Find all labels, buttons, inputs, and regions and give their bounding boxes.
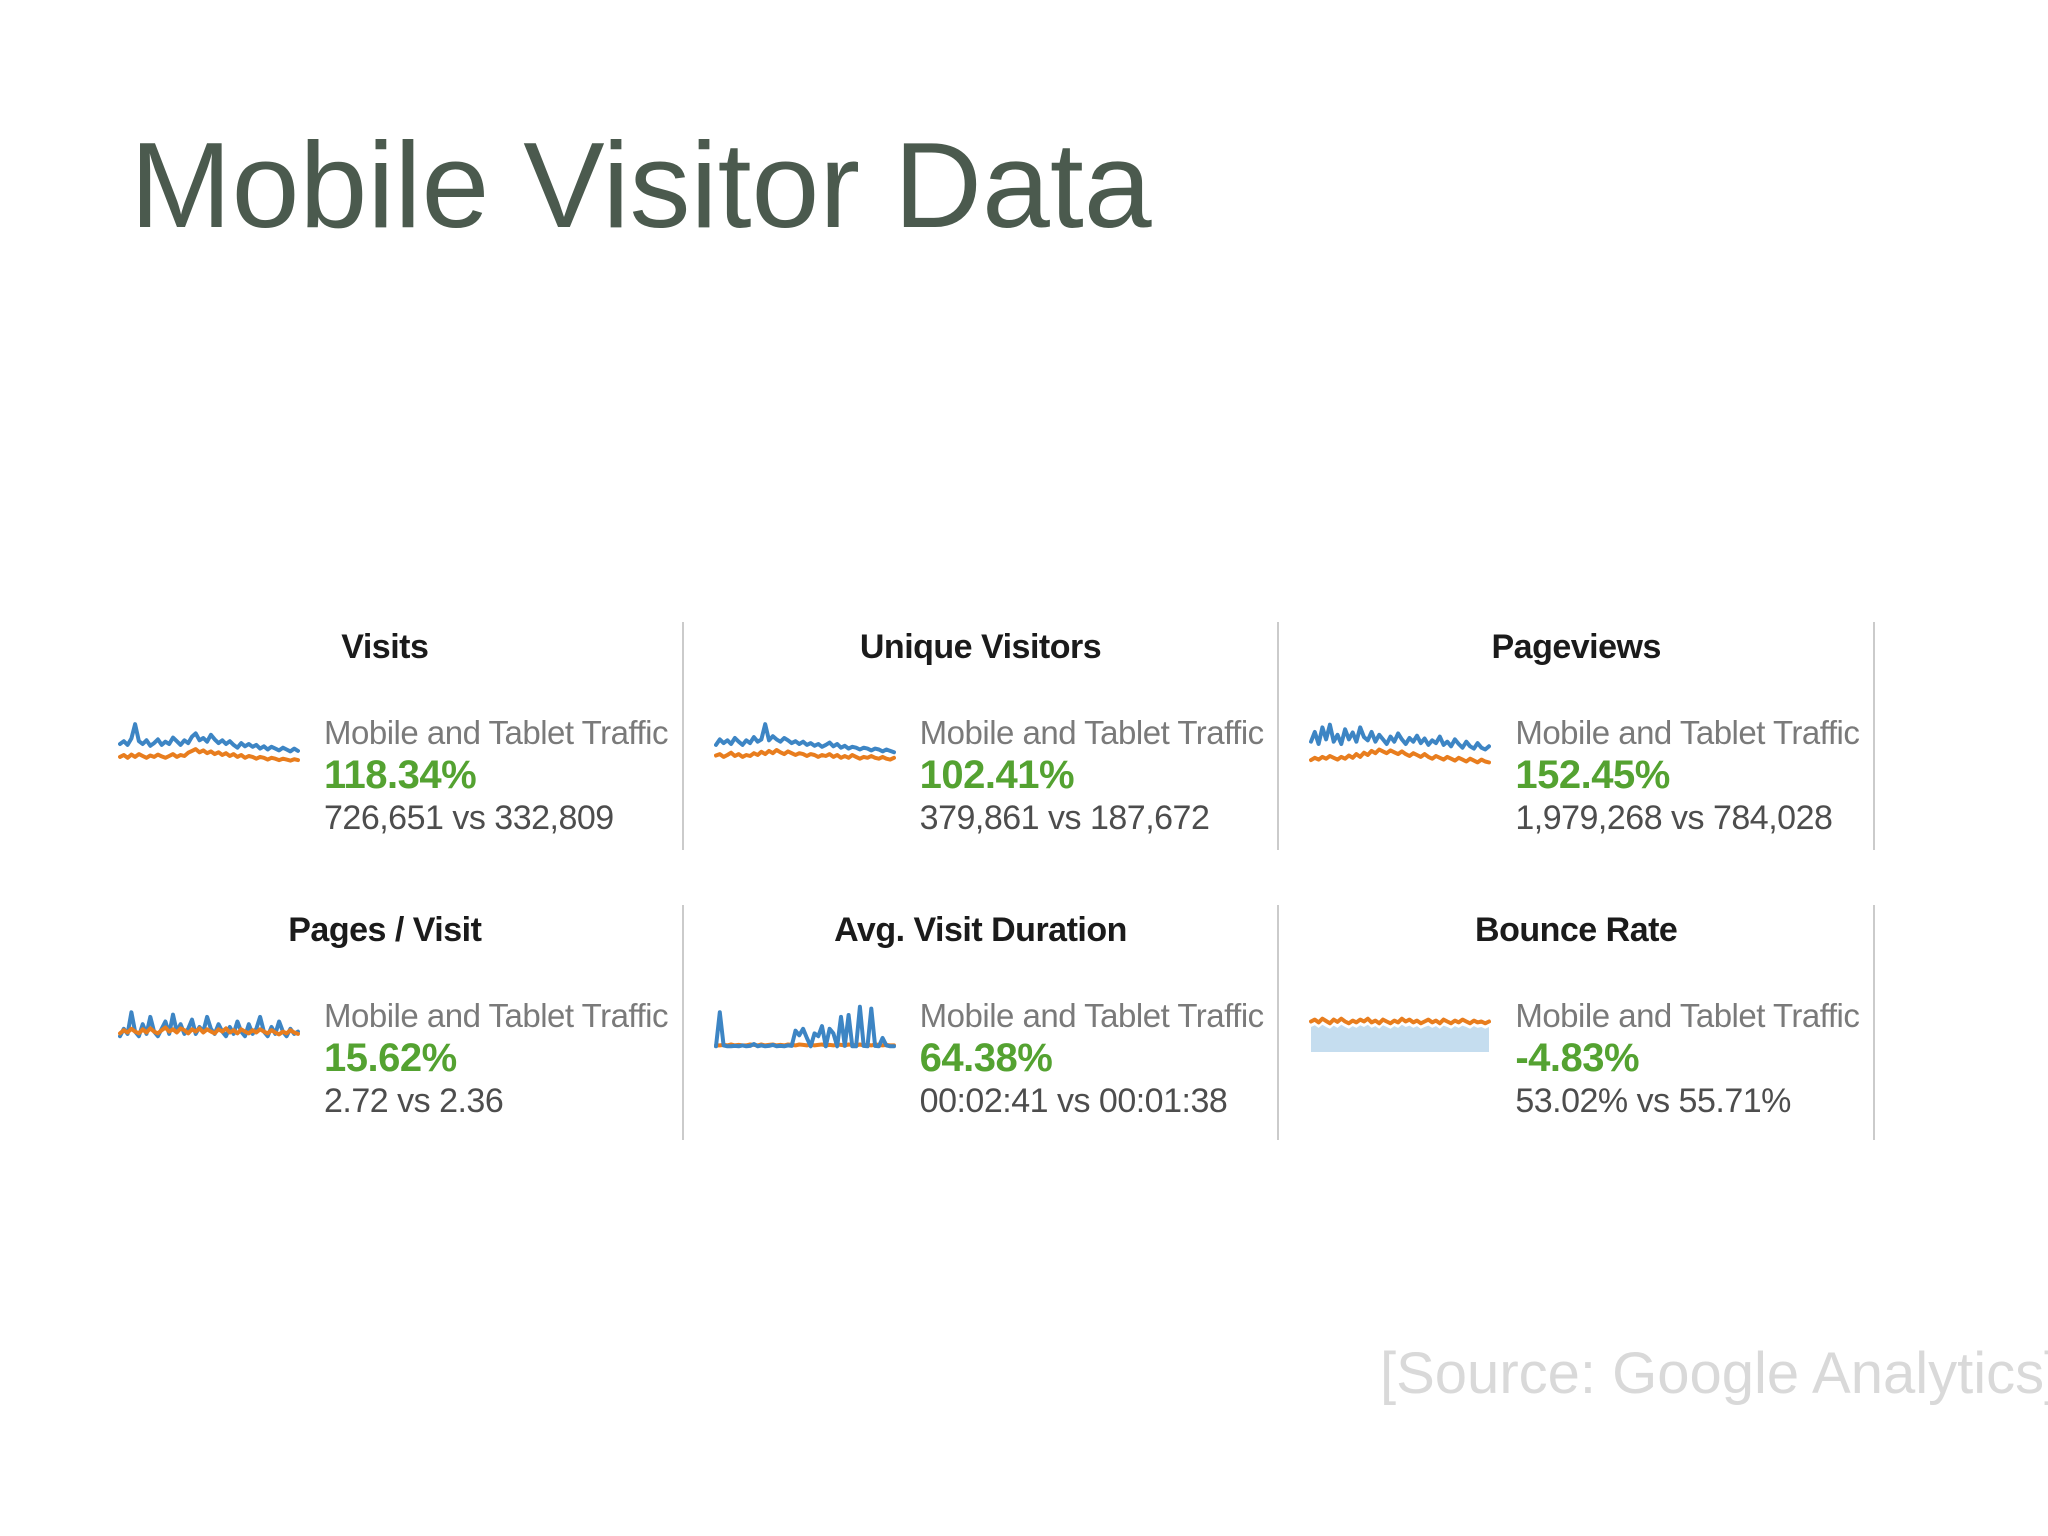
sparkline-visits <box>118 722 300 763</box>
metric-text: Mobile and Tablet Traffic 152.45% 1,979,… <box>1515 713 1860 839</box>
metric-body: Mobile and Tablet Traffic 152.45% 1,979,… <box>1309 713 1873 839</box>
metric-change-percent: -4.83% <box>1515 1036 1640 1080</box>
metric-change-percent: 118.34% <box>324 753 477 797</box>
metric-comparison: 726,651 vs 332,809 <box>324 799 614 837</box>
sparkline-bounce-rate <box>1309 1016 1492 1052</box>
sparkline-pages-per-visit <box>118 1010 300 1039</box>
metric-comparison: 00:02:41 vs 00:01:38 <box>919 1082 1228 1120</box>
metric-card-unique-visitors: Unique Visitors Mobile and Tablet Traffi… <box>684 622 1280 850</box>
metric-card-pages-per-visit: Pages / Visit Mobile and Tablet Traffic … <box>88 905 684 1140</box>
metric-change-percent: 102.41% <box>919 753 1075 797</box>
source-note: [Source: Google Analytics] <box>1380 1341 2048 1406</box>
metric-comparison: 379,861 vs 187,672 <box>919 799 1210 837</box>
metric-card-pageviews: Pageviews Mobile and Tablet Traffic 152.… <box>1279 622 1876 850</box>
metric-comparison: 53.02% vs 55.71% <box>1515 1082 1791 1120</box>
metric-title: Visits <box>341 628 429 666</box>
metric-card-avg-visit-duration: Avg. Visit Duration Mobile and Tablet Tr… <box>684 905 1280 1140</box>
metric-change-percent: 152.45% <box>1515 753 1670 797</box>
metric-text: Mobile and Tablet Traffic 64.38% 00:02:4… <box>919 996 1265 1122</box>
sparkline-avg-visit-duration <box>713 1004 896 1049</box>
page-title: Mobile Visitor Data <box>130 117 1152 253</box>
metric-label: Mobile and Tablet Traffic <box>324 997 669 1034</box>
metric-body: Mobile and Tablet Traffic 64.38% 00:02:4… <box>713 996 1278 1122</box>
metric-change-percent: 15.62% <box>324 1036 457 1080</box>
analytics-dashboard: Visits Mobile and Tablet Traffic 118.34%… <box>88 622 1876 1140</box>
metric-label: Mobile and Tablet Traffic <box>919 714 1265 751</box>
metric-title: Avg. Visit Duration <box>834 911 1127 949</box>
metric-label: Mobile and Tablet Traffic <box>1515 997 1860 1034</box>
metric-text: Mobile and Tablet Traffic -4.83% 53.02% … <box>1515 996 1860 1122</box>
metric-body: Mobile and Tablet Traffic 15.62% 2.72 vs… <box>118 996 682 1122</box>
metric-label: Mobile and Tablet Traffic <box>919 997 1265 1034</box>
sparkline-pageviews <box>1309 722 1492 765</box>
sparkline-unique-visitors <box>713 722 896 762</box>
metric-title: Bounce Rate <box>1475 911 1678 949</box>
metric-comparison: 2.72 vs 2.36 <box>324 1082 504 1120</box>
metric-change-percent: 64.38% <box>919 1036 1053 1080</box>
dashboard-row-2: Pages / Visit Mobile and Tablet Traffic … <box>88 905 1876 1140</box>
metric-title: Pageviews <box>1491 628 1661 666</box>
metric-title: Unique Visitors <box>859 628 1102 666</box>
metric-body: Mobile and Tablet Traffic 102.41% 379,86… <box>713 713 1278 839</box>
metric-text: Mobile and Tablet Traffic 118.34% 726,65… <box>324 713 669 839</box>
metric-label: Mobile and Tablet Traffic <box>324 714 669 751</box>
metric-card-bounce-rate: Bounce Rate Mobile and Tablet Traffic -4… <box>1279 905 1876 1140</box>
metric-body: Mobile and Tablet Traffic -4.83% 53.02% … <box>1309 996 1873 1122</box>
dashboard-row-1: Visits Mobile and Tablet Traffic 118.34%… <box>88 622 1876 850</box>
metric-comparison: 1,979,268 vs 784,028 <box>1515 799 1833 837</box>
metric-text: Mobile and Tablet Traffic 102.41% 379,86… <box>919 713 1265 839</box>
metric-body: Mobile and Tablet Traffic 118.34% 726,65… <box>118 713 682 839</box>
metric-label: Mobile and Tablet Traffic <box>1515 714 1860 751</box>
metric-card-visits: Visits Mobile and Tablet Traffic 118.34%… <box>88 622 684 850</box>
metric-text: Mobile and Tablet Traffic 15.62% 2.72 vs… <box>324 996 669 1122</box>
metric-title: Pages / Visit <box>288 911 482 949</box>
